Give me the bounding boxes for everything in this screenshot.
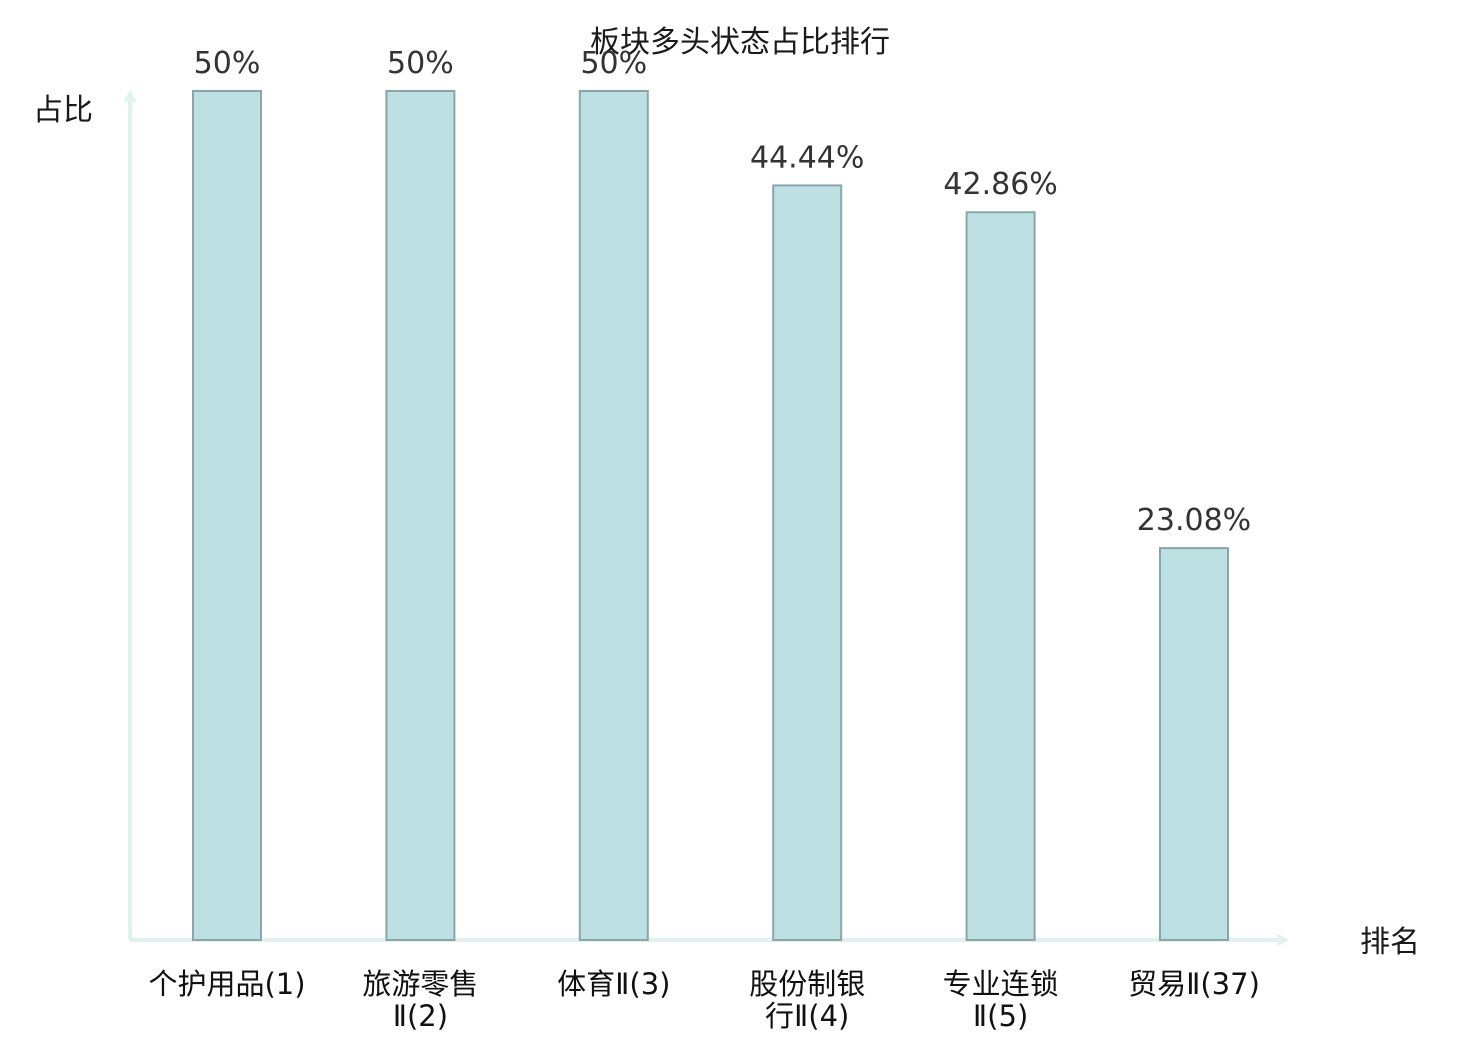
value-labels-group: 50% 50% 50% 44.44% 42.86% 23.08% <box>194 46 1252 538</box>
category-label-5-line-1: 专业连锁 <box>943 967 1059 1001</box>
chart-title: 板块多头状态占比排行 <box>590 25 890 60</box>
category-label-4-line-1: 股份制银 <box>749 967 865 1001</box>
bar-1 <box>192 90 262 941</box>
bar-2 <box>385 90 456 941</box>
value-label-3: 50% <box>580 46 647 81</box>
category-label-4-line-2: 行Ⅱ(4) <box>765 999 849 1033</box>
value-label-5: 42.86% <box>943 167 1057 202</box>
y-axis-label: 占比 <box>33 93 93 128</box>
bar-5 <box>965 211 1036 942</box>
value-label-6: 23.08% <box>1137 503 1251 538</box>
bar-6 <box>1159 547 1229 942</box>
value-label-4: 44.44% <box>750 140 864 175</box>
category-label-2-line-2: Ⅱ(2) <box>393 999 448 1033</box>
category-label-6: 贸易Ⅱ(37) <box>1128 967 1260 1001</box>
bars-group <box>192 90 1229 942</box>
bar-4 <box>772 184 843 941</box>
category-label-3: 体育Ⅱ(3) <box>557 967 670 1001</box>
category-label-2-line-1: 旅游零售 <box>362 967 478 1001</box>
bar-3 <box>578 90 649 941</box>
x-axis-label: 排名 <box>1360 925 1420 960</box>
category-label-5-line-2: Ⅱ(5) <box>973 999 1028 1033</box>
value-label-1: 50% <box>194 46 261 81</box>
value-label-2: 50% <box>387 46 454 81</box>
category-label-1: 个护用品(1) <box>148 967 305 1001</box>
